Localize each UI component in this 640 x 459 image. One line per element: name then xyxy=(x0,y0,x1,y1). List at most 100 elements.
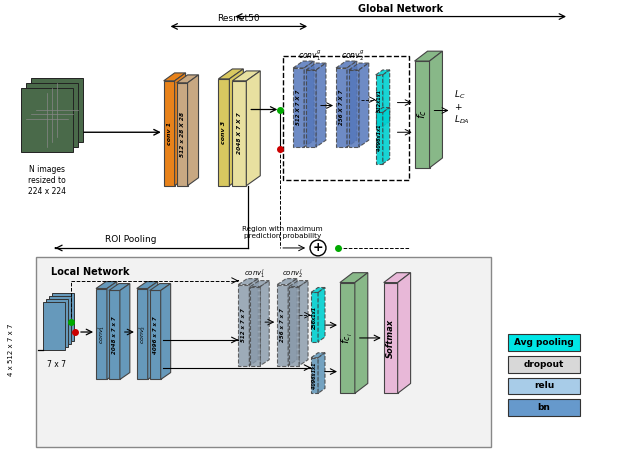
Polygon shape xyxy=(137,289,148,380)
Polygon shape xyxy=(238,279,259,285)
Polygon shape xyxy=(376,70,390,75)
Text: $L_C$
+
$L_{DA}$: $L_C$ + $L_{DA}$ xyxy=(454,89,470,126)
Polygon shape xyxy=(304,61,314,147)
Text: 4096 x 7 x 7: 4096 x 7 x 7 xyxy=(153,316,157,354)
Polygon shape xyxy=(250,279,259,366)
FancyBboxPatch shape xyxy=(508,399,580,416)
Text: 2048 x 7 x 7: 2048 x 7 x 7 xyxy=(112,316,117,354)
Text: $conv_1^g$: $conv_1^g$ xyxy=(298,48,322,63)
Text: $conv_1^l$: $conv_1^l$ xyxy=(244,267,265,280)
Polygon shape xyxy=(260,280,269,366)
Polygon shape xyxy=(349,63,369,70)
Polygon shape xyxy=(150,291,161,380)
Text: conv 3: conv 3 xyxy=(221,121,227,144)
Polygon shape xyxy=(109,291,120,380)
Text: 512 x 7 x 7: 512 x 7 x 7 xyxy=(241,308,246,342)
Polygon shape xyxy=(96,289,107,380)
Polygon shape xyxy=(340,283,355,393)
Text: $conv_2^l$: $conv_2^l$ xyxy=(137,325,148,344)
Polygon shape xyxy=(107,281,117,380)
Polygon shape xyxy=(299,280,308,366)
Polygon shape xyxy=(311,358,318,393)
Polygon shape xyxy=(250,286,260,366)
Polygon shape xyxy=(150,284,171,291)
Text: dropout: dropout xyxy=(524,360,564,369)
Polygon shape xyxy=(383,70,390,126)
Text: $conv_2^g$: $conv_2^g$ xyxy=(341,48,365,63)
Polygon shape xyxy=(415,61,429,168)
Text: 7 x 7: 7 x 7 xyxy=(47,360,66,369)
Polygon shape xyxy=(218,79,229,185)
Text: bn: bn xyxy=(538,403,550,412)
Polygon shape xyxy=(218,69,243,79)
Polygon shape xyxy=(384,283,397,393)
Polygon shape xyxy=(293,68,304,147)
Polygon shape xyxy=(415,51,442,61)
Polygon shape xyxy=(429,51,442,168)
Text: Local Network: Local Network xyxy=(51,267,130,277)
Polygon shape xyxy=(120,284,130,380)
Polygon shape xyxy=(318,287,325,342)
FancyBboxPatch shape xyxy=(508,377,580,394)
Text: 256 X 7 X 7: 256 X 7 X 7 xyxy=(339,90,344,125)
Polygon shape xyxy=(232,71,260,81)
Text: ROI Pooling: ROI Pooling xyxy=(105,235,157,244)
Text: 2048 X 7 X 7: 2048 X 7 X 7 xyxy=(237,112,242,154)
Polygon shape xyxy=(238,285,250,366)
Polygon shape xyxy=(349,70,359,147)
Polygon shape xyxy=(109,284,130,291)
Polygon shape xyxy=(397,273,411,393)
Polygon shape xyxy=(293,61,314,68)
Polygon shape xyxy=(26,83,78,147)
Polygon shape xyxy=(164,81,175,185)
Polygon shape xyxy=(52,293,74,341)
Polygon shape xyxy=(288,279,297,366)
Polygon shape xyxy=(336,68,347,147)
Text: $conv_2^l$: $conv_2^l$ xyxy=(282,267,304,280)
Polygon shape xyxy=(311,287,325,292)
Polygon shape xyxy=(306,63,326,70)
Text: 512 X 7 X 7: 512 X 7 X 7 xyxy=(296,90,301,125)
Polygon shape xyxy=(306,70,316,147)
Text: $conv_1^l$: $conv_1^l$ xyxy=(96,325,107,344)
Polygon shape xyxy=(161,284,171,380)
Polygon shape xyxy=(376,107,390,112)
Polygon shape xyxy=(376,112,383,164)
Polygon shape xyxy=(347,61,357,147)
FancyBboxPatch shape xyxy=(508,334,580,351)
Polygon shape xyxy=(316,63,326,147)
Polygon shape xyxy=(31,78,83,142)
Text: Region with maximum
prediction probability: Region with maximum prediction probabili… xyxy=(242,226,323,239)
Polygon shape xyxy=(164,73,186,81)
Text: N images
resized to
224 x 224: N images resized to 224 x 224 xyxy=(28,165,66,196)
Polygon shape xyxy=(49,297,71,344)
Text: $f_c$: $f_c$ xyxy=(415,109,429,119)
Polygon shape xyxy=(137,281,157,289)
Text: conv 1: conv 1 xyxy=(166,122,172,145)
Polygon shape xyxy=(46,299,68,347)
Polygon shape xyxy=(148,281,157,380)
Polygon shape xyxy=(277,285,288,366)
Polygon shape xyxy=(188,75,198,185)
Text: +: + xyxy=(313,241,323,254)
Polygon shape xyxy=(311,353,325,358)
Polygon shape xyxy=(289,280,308,286)
Polygon shape xyxy=(311,292,318,342)
Polygon shape xyxy=(277,279,297,285)
Polygon shape xyxy=(318,353,325,393)
Text: 256 x 7 x 7: 256 x 7 x 7 xyxy=(280,308,285,342)
Text: 256x1x1: 256x1x1 xyxy=(312,306,317,329)
Polygon shape xyxy=(177,83,188,185)
Text: 4096x1x1: 4096x1x1 xyxy=(312,362,317,389)
Polygon shape xyxy=(44,302,65,350)
Circle shape xyxy=(310,240,326,256)
FancyBboxPatch shape xyxy=(508,356,580,373)
Text: $f_{c_l}$: $f_{c_l}$ xyxy=(340,332,355,344)
Text: Resnet50: Resnet50 xyxy=(217,15,260,23)
Text: 512x1x1: 512x1x1 xyxy=(377,89,381,112)
Polygon shape xyxy=(246,71,260,185)
Polygon shape xyxy=(175,73,186,185)
Polygon shape xyxy=(376,75,383,126)
Text: 4096x1x1: 4096x1x1 xyxy=(377,125,381,151)
Text: Avg pooling: Avg pooling xyxy=(514,338,574,347)
